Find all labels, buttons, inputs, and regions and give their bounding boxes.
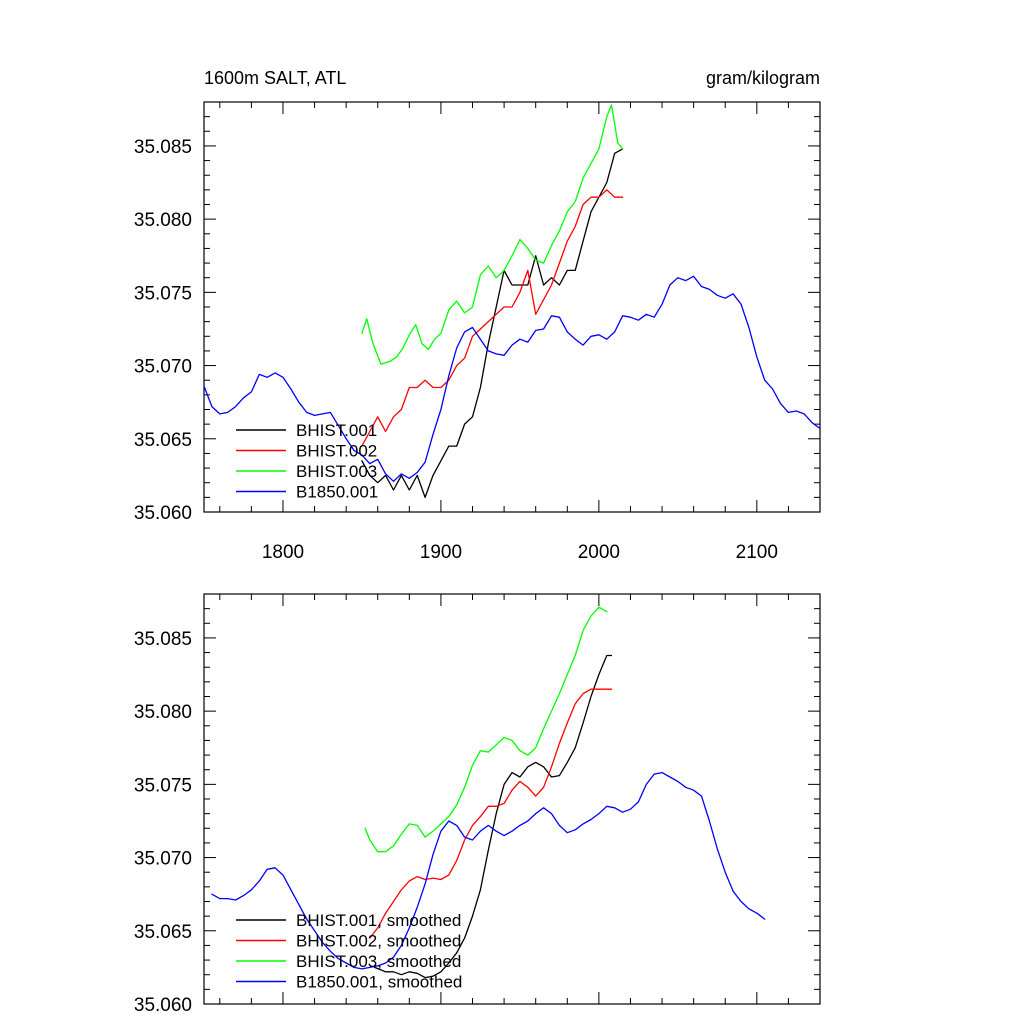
legend-label: BHIST.002	[296, 442, 377, 461]
y-tick-label: 35.085	[134, 137, 192, 158]
x-tick-label: 2000	[578, 542, 620, 563]
panel-title: 1600m SALT, ATL	[204, 68, 346, 88]
x-tick-label: 1800	[262, 542, 304, 563]
y-tick-label: 35.075	[134, 283, 192, 304]
legend-label: BHIST.002, smoothed	[296, 932, 461, 951]
series-line	[211, 771, 766, 970]
raw-salinity-panel: 35.060 35.065 35.070 35.075 35.080 35.085 1800…	[134, 101, 821, 563]
x-tick-label: 1900	[420, 542, 462, 563]
y-tick-label: 35.070	[134, 357, 192, 378]
legend-label: BHIST.003, smoothed	[296, 952, 461, 971]
y-tick-label: 35.060	[134, 995, 192, 1016]
series-line	[203, 275, 821, 482]
series-line	[373, 654, 613, 979]
y-tick-label: 35.080	[134, 702, 192, 723]
y-tick-label: 35.080	[134, 210, 192, 231]
series-line	[369, 688, 613, 939]
series-line	[361, 189, 624, 447]
series-line	[364, 606, 608, 853]
y-tick-label: 35.075	[134, 775, 192, 796]
y-tick-label: 35.065	[134, 922, 192, 943]
legend-label: B1850.001, smoothed	[296, 973, 462, 992]
smoothed-salinity-panel: 35.060 35.065 35.070 35.075 35.080 35.085 BHIS…	[134, 593, 821, 1016]
y-tick-label: 35.060	[134, 503, 192, 524]
series-line	[361, 148, 624, 499]
y-tick-label: 35.070	[134, 849, 192, 870]
legend-label: BHIST.003	[296, 462, 377, 481]
legend-label: BHIST.001, smoothed	[296, 911, 461, 930]
y-tick-label: 35.085	[134, 629, 192, 650]
legend-label: BHIST.001	[296, 421, 377, 440]
legend-label: B1850.001	[296, 483, 378, 502]
x-tick-label: 2100	[736, 542, 778, 563]
units-label: gram/kilogram	[706, 68, 820, 88]
y-tick-label: 35.065	[134, 430, 192, 451]
series-line	[361, 104, 624, 365]
